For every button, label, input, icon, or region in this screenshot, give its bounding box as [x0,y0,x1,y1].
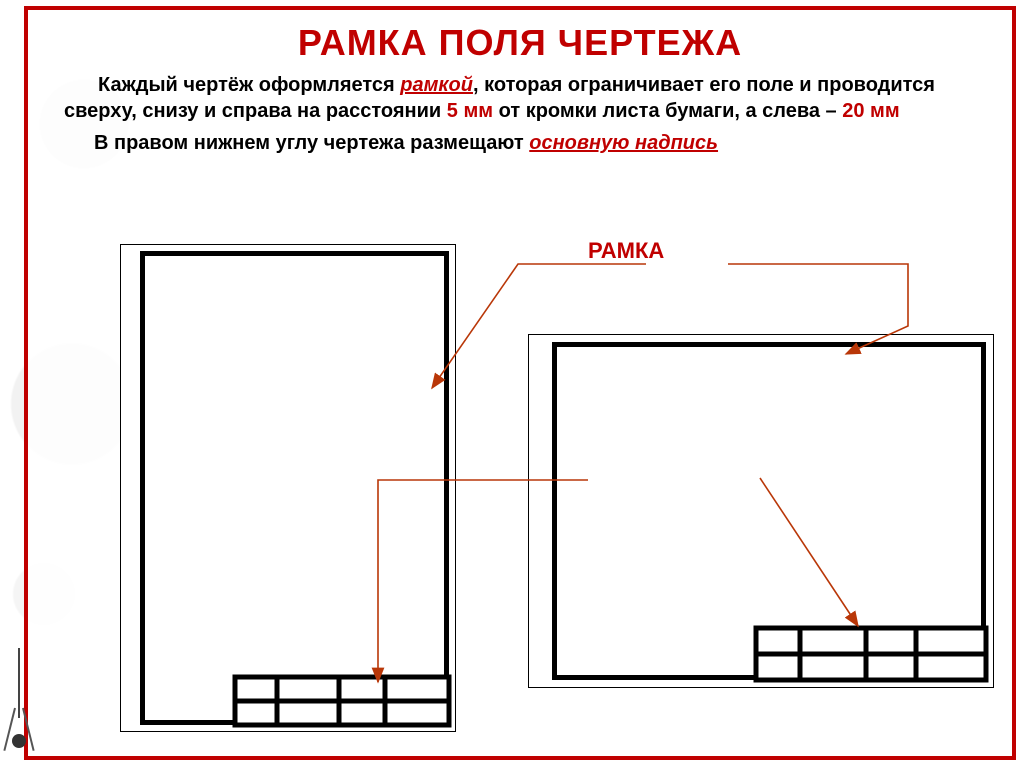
compass-icon [6,648,34,758]
para1-a: Каждый чертёж оформляется [98,74,400,96]
para1-5mm: 5 мм [447,100,493,122]
body-text: Каждый чертёж оформляется рамкой, котора… [28,72,1012,156]
callout-arrows [88,234,994,744]
slide-frame: РАМКА ПОЛЯ ЧЕРТЕЖА Каждый чертёж оформля… [24,6,1016,760]
para1-20mm: 20 мм [842,100,899,122]
para2-osn: основную надпись [529,132,718,154]
slide: РАМКА ПОЛЯ ЧЕРТЕЖА Каждый чертёж оформля… [0,0,1024,768]
para1-ramka: рамкой [400,74,473,96]
para2: В правом нижнем углу чертежа размещают о… [64,130,976,156]
para2-a: В правом нижнем углу чертежа размещают [94,132,529,154]
para1-e: от кромки листа бумаги, а слева – [493,100,842,122]
page-title: РАМКА ПОЛЯ ЧЕРТЕЖА [28,22,1012,64]
diagrams-area: РАМКА ОСНОВНАЯ НАДПИСЬ [88,234,994,744]
